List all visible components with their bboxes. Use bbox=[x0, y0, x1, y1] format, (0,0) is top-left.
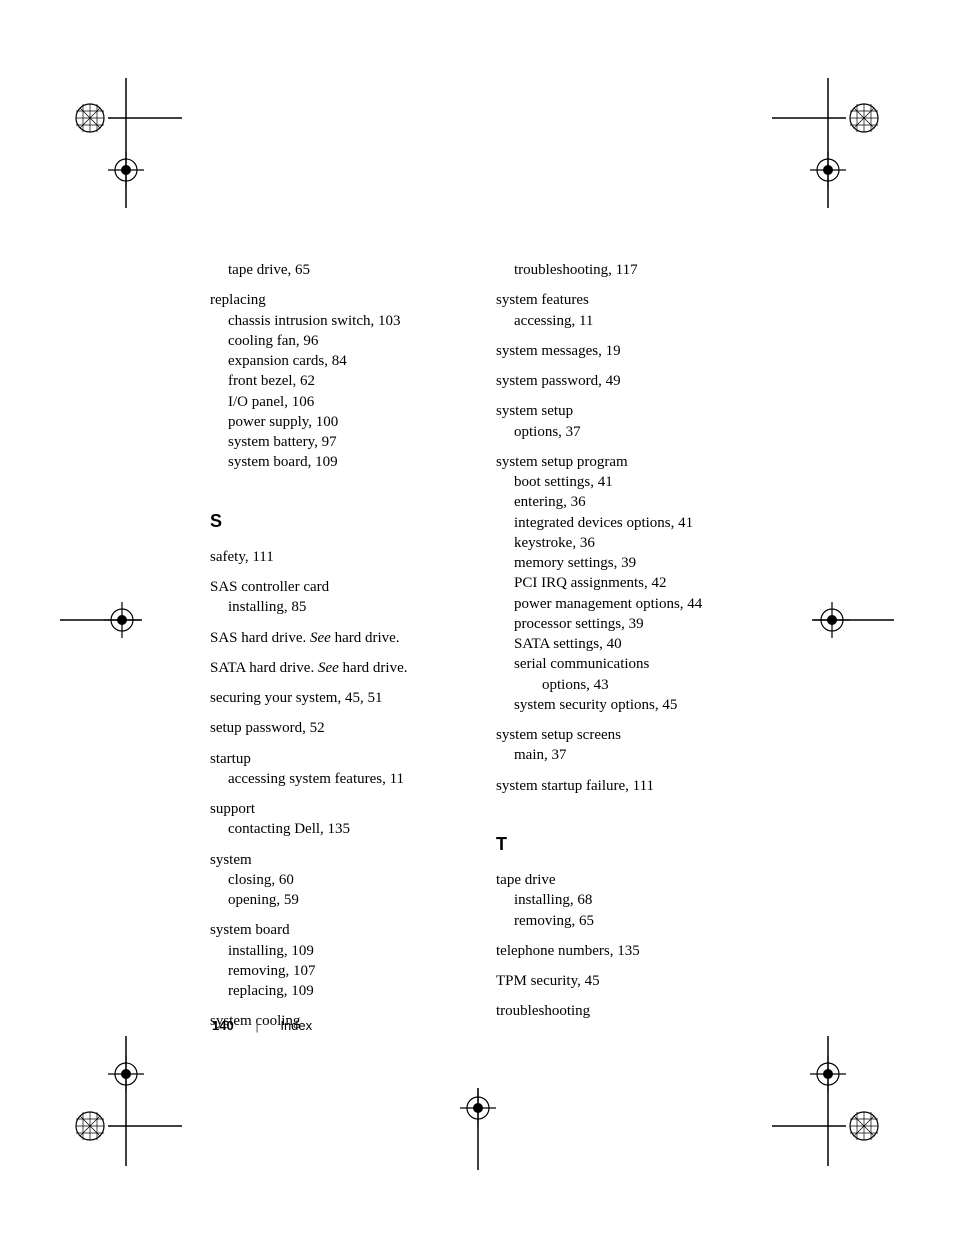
index-subentry: SATA settings, 40 bbox=[496, 634, 750, 654]
index-subentry: integrated devices options, 41 bbox=[496, 513, 750, 533]
index-subentry: memory settings, 39 bbox=[496, 553, 750, 573]
page-number: 140 bbox=[212, 1018, 234, 1033]
index-entry: tape drive bbox=[496, 870, 750, 890]
crop-mark-bottom-right bbox=[762, 1030, 882, 1175]
crop-mark-left bbox=[60, 590, 150, 655]
index-entry: system messages, 19 bbox=[496, 341, 750, 361]
index-subentry: removing, 107 bbox=[210, 961, 464, 981]
index-subentry: power management options, 44 bbox=[496, 594, 750, 614]
crop-mark-top-right bbox=[762, 78, 882, 223]
index-subentry: boot settings, 41 bbox=[496, 472, 750, 492]
index-subentry: power supply, 100 bbox=[210, 412, 464, 432]
index-entry: system password, 49 bbox=[496, 371, 750, 391]
index-entry: startup bbox=[210, 749, 464, 769]
index-entry: SATA hard drive. See hard drive. bbox=[210, 658, 464, 678]
index-subentry: main, 37 bbox=[496, 745, 750, 765]
index-subentry: closing, 60 bbox=[210, 870, 464, 890]
index-subentry: troubleshooting, 117 bbox=[496, 260, 750, 280]
index-entry: troubleshooting bbox=[496, 1001, 750, 1021]
index-subentry: entering, 36 bbox=[496, 492, 750, 512]
index-col-left: tape drive, 65 replacing chassis intrusi… bbox=[210, 260, 464, 1032]
index-col-right: troubleshooting, 117 system features acc… bbox=[496, 260, 750, 1032]
index-subentry: accessing, 11 bbox=[496, 311, 750, 331]
index-subentry: PCI IRQ assignments, 42 bbox=[496, 573, 750, 593]
index-entry: setup password, 52 bbox=[210, 718, 464, 738]
index-entry: system startup failure, 111 bbox=[496, 776, 750, 796]
crop-mark-right bbox=[804, 590, 894, 655]
index-subentry: tape drive, 65 bbox=[210, 260, 464, 280]
index-subentry: processor settings, 39 bbox=[496, 614, 750, 634]
index-entry: safety, 111 bbox=[210, 547, 464, 567]
index-subentry: cooling fan, 96 bbox=[210, 331, 464, 351]
index-subentry: system battery, 97 bbox=[210, 432, 464, 452]
index-entry: system board bbox=[210, 920, 464, 940]
index-subentry: installing, 68 bbox=[496, 890, 750, 910]
index-entry: telephone numbers, 135 bbox=[496, 941, 750, 961]
index-entry: system bbox=[210, 850, 464, 870]
index-subentry: I/O panel, 106 bbox=[210, 392, 464, 412]
index-subentry: system board, 109 bbox=[210, 452, 464, 472]
index-subentry: front bezel, 62 bbox=[210, 371, 464, 391]
index-subentry: contacting Dell, 135 bbox=[210, 819, 464, 839]
crop-mark-bottom-center bbox=[448, 1080, 508, 1175]
index-entry: SAS controller card bbox=[210, 577, 464, 597]
index-entry: system setup bbox=[496, 401, 750, 421]
index-entry: securing your system, 45, 51 bbox=[210, 688, 464, 708]
index-subentry: options, 37 bbox=[496, 422, 750, 442]
footer-section-label: Index bbox=[280, 1018, 312, 1033]
index-subentry: installing, 109 bbox=[210, 941, 464, 961]
crop-mark-top-left bbox=[72, 78, 192, 223]
section-letter-s: S bbox=[210, 509, 464, 533]
index-entry: support bbox=[210, 799, 464, 819]
index-content: tape drive, 65 replacing chassis intrusi… bbox=[210, 260, 750, 1032]
page: tape drive, 65 replacing chassis intrusi… bbox=[0, 0, 954, 1235]
index-subentry: keystroke, 36 bbox=[496, 533, 750, 553]
index-entry: system setup screens bbox=[496, 725, 750, 745]
index-subentry: installing, 85 bbox=[210, 597, 464, 617]
index-subentry: system security options, 45 bbox=[496, 695, 750, 715]
index-subentry: replacing, 109 bbox=[210, 981, 464, 1001]
page-footer: 140 | Index bbox=[212, 1018, 312, 1033]
index-entry: system features bbox=[496, 290, 750, 310]
crop-mark-bottom-left bbox=[72, 1030, 192, 1175]
index-entry: replacing bbox=[210, 290, 464, 310]
index-subentry: accessing system features, 11 bbox=[210, 769, 464, 789]
index-subentry: expansion cards, 84 bbox=[210, 351, 464, 371]
index-subentry: opening, 59 bbox=[210, 890, 464, 910]
section-letter-t: T bbox=[496, 832, 750, 856]
index-entry: SAS hard drive. See hard drive. bbox=[210, 628, 464, 648]
index-entry: system setup program bbox=[496, 452, 750, 472]
index-subentry: chassis intrusion switch, 103 bbox=[210, 311, 464, 331]
footer-separator-icon: | bbox=[237, 1018, 276, 1033]
index-subentry: serial communications options, 43 bbox=[496, 654, 750, 695]
index-entry: TPM security, 45 bbox=[496, 971, 750, 991]
index-subentry: removing, 65 bbox=[496, 911, 750, 931]
